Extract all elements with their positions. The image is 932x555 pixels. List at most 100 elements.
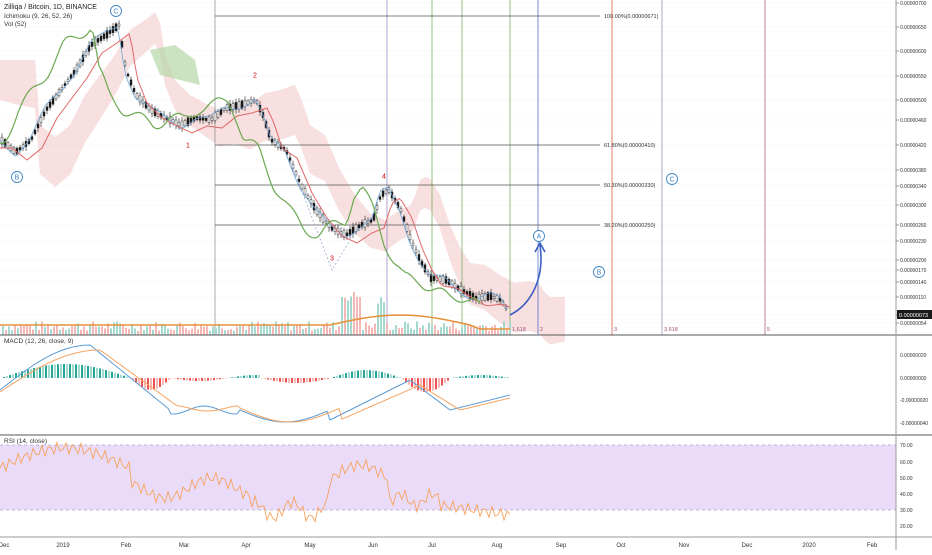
volume-bar [53,327,55,335]
macd-histogram-bar [348,372,350,378]
x-tick-label: Nov [679,543,690,549]
macd-histogram-bar [99,368,101,378]
volume-bar [116,322,118,335]
macd-histogram-bar [192,378,194,381]
volume-bar [401,328,403,335]
macd-histogram-bar [153,378,155,390]
volume-bar [197,329,199,335]
symbol-title: Zilliqa / Bitcoin, 1D, BINANCE [4,4,97,11]
rsi-y-tick-label: 50.00 [900,476,913,482]
candle-body [379,197,381,200]
macd-histogram-bar [297,378,299,383]
candle-body [202,118,204,121]
candle-body [112,26,114,32]
candle-body [109,30,111,33]
candle-body [40,117,42,122]
macd-histogram-bar [432,378,434,391]
volume-bar [20,324,22,335]
macd-histogram-bar [189,378,191,381]
candle-body [220,109,222,114]
macd-histogram-bar [327,378,329,379]
candle-body [301,184,303,189]
volume-bar [287,322,289,335]
candle-body [103,34,105,39]
volume-bar [494,325,496,335]
x-tick-label: Jun [368,543,378,549]
macd-histogram-bar [369,370,371,378]
volume-bar [458,330,460,335]
candle-body [406,225,408,231]
candle-body [211,118,213,120]
volume-bar [305,328,307,335]
candle-body [49,102,51,108]
x-tick-label: 2019 [56,543,70,549]
volume-bar [209,331,211,335]
macd-histogram-bar [75,364,77,378]
volume-bar [479,325,481,335]
time-projection-label: 3.618 [664,327,678,333]
volume-bar [17,328,19,335]
volume-bar [341,297,343,335]
rsi-y-tick-label: 70.00 [900,443,913,449]
volume-bar [485,326,487,335]
volume-bar [62,327,64,335]
x-tick-label: Aug [492,543,503,549]
volume-bar [131,324,133,335]
rsi-y-tick-label: 40.00 [900,492,913,498]
macd-histogram-bar [375,371,377,378]
macd-histogram-bar [195,378,197,381]
volume-bar [254,326,256,335]
candle-body [97,38,99,42]
volume-bar [383,302,385,335]
volume-bar [203,327,205,335]
macd-histogram-bar [321,378,323,380]
macd-histogram-bar [168,378,170,380]
volume-bar [59,329,61,335]
volume-bar [362,330,364,335]
volume-bar [284,326,286,335]
wave-label: B [597,270,602,277]
macd-histogram-bar [339,375,341,378]
volume-bar [155,322,157,335]
macd-histogram-bar [300,378,302,383]
volume-bar [260,326,262,335]
macd-histogram-bar [219,378,221,379]
candle-body [247,101,249,105]
macd-histogram-bar [111,372,113,378]
macd-histogram-bar [78,365,80,378]
candle-body [235,102,237,109]
candle-body [352,227,354,234]
macd-histogram-bar [306,378,308,382]
candle-body [208,117,210,123]
volume-bar [257,322,259,335]
volume-bar [134,328,136,335]
candle-body [136,94,138,99]
y-tick-label: 0.00000500 [900,98,927,104]
macd-histogram-bar [249,375,251,378]
volume-bar [344,298,346,335]
fib-label: 61.80%(0.00000410) [604,143,656,149]
volume-bar [356,297,358,335]
volume-bar [419,328,421,335]
macd-histogram-bar [12,374,14,378]
volume-bar [221,328,223,335]
volume-bar [449,327,451,335]
macd-legend: MACD (12, 26, close, 9) [4,338,73,345]
volume-bar [191,329,193,335]
candle-body [307,195,309,198]
macd-histogram-bar [234,377,236,378]
volume-bar [428,323,430,335]
candle-body [304,189,306,195]
volume-bar [338,326,340,335]
volume-bar [239,326,241,335]
candle-body [271,139,273,142]
candle-body [403,217,405,222]
candle-body [325,221,327,223]
candle-body [130,80,132,85]
y-tick-label: 0.00000230 [900,239,927,245]
macd-histogram-bar [237,376,239,378]
volume-bar [347,300,349,335]
macd-histogram-bar [417,378,419,390]
